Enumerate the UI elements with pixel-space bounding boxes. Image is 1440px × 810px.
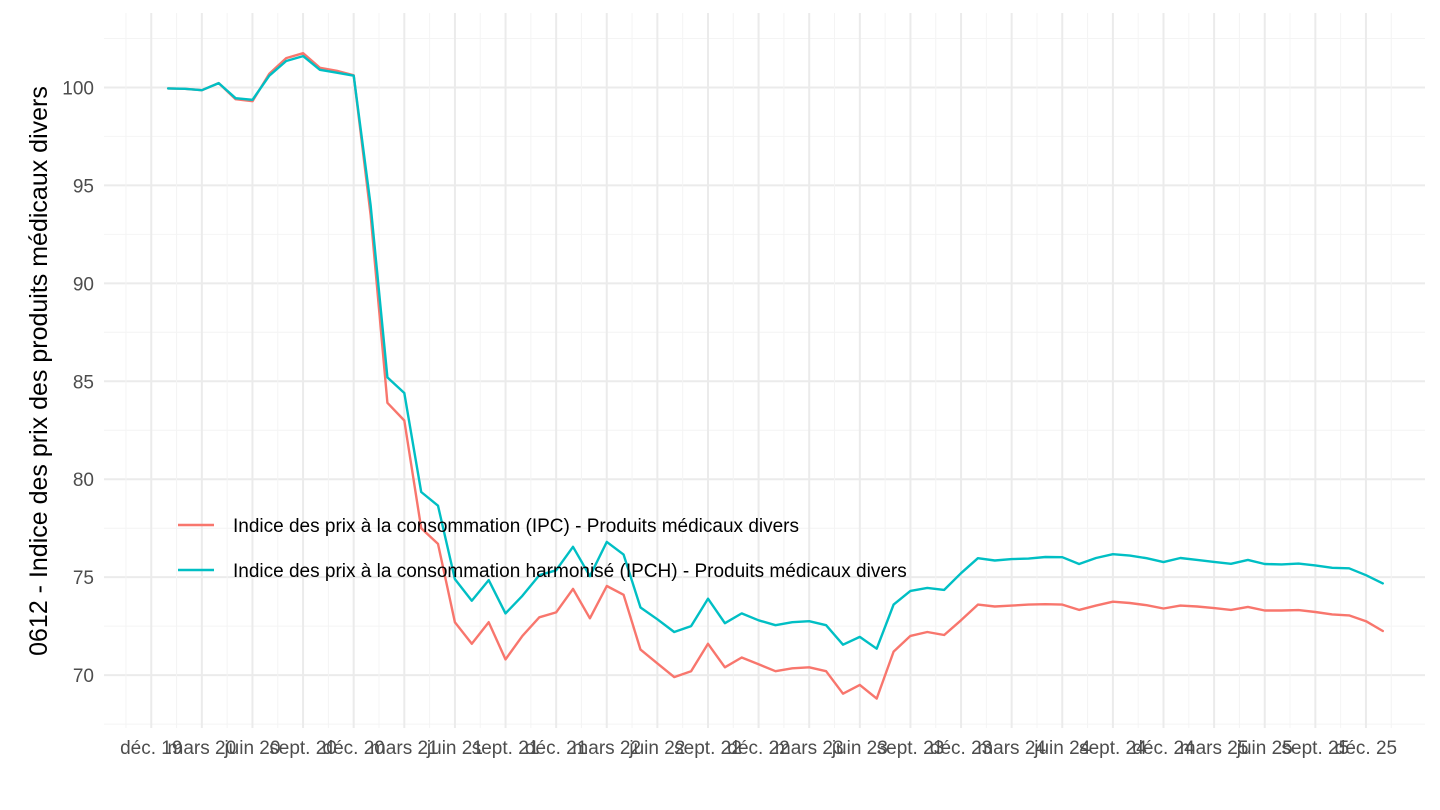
y-tick-label: 90 <box>73 274 94 295</box>
x-tick-label: déc. 25 <box>1335 738 1397 759</box>
x-tick-label: déc. 23 <box>930 738 992 759</box>
x-tick-label: déc. 22 <box>727 738 789 759</box>
series-line-1 <box>166 52 1385 700</box>
grid <box>104 13 1425 728</box>
x-tick-label: déc. 21 <box>525 738 587 759</box>
x-tick-label: sept. 23 <box>877 738 945 759</box>
x-tick-label: juin 22 <box>628 738 685 759</box>
x-tick-label: juin 23 <box>831 738 888 759</box>
y-tick-label: 100 <box>62 78 94 99</box>
y-tick-label: 80 <box>73 470 94 491</box>
y-tick-label: 85 <box>73 372 94 393</box>
x-tick-label: sept. 20 <box>269 738 337 759</box>
x-tick-label: juin 21 <box>426 738 483 759</box>
legend-label-2: Indice des prix à la consommation harmon… <box>233 561 907 582</box>
x-tick-label: sept. 25 <box>1282 738 1350 759</box>
x-tick-label: sept. 24 <box>1079 738 1147 759</box>
x-tick-label: sept. 21 <box>472 738 540 759</box>
x-tick-label: déc. 19 <box>120 738 182 759</box>
x-tick-label: mars 25 <box>1180 738 1249 759</box>
x-tick-label: mars 21 <box>370 738 439 759</box>
y-axis-ticks: 70 75 80 85 90 95 100 <box>62 78 94 687</box>
x-tick-label: mars 23 <box>775 738 844 759</box>
y-tick-label: 95 <box>73 176 94 197</box>
legend-label-1: Indice des prix à la consommation (IPC) … <box>233 516 799 537</box>
x-tick-label: déc. 24 <box>1132 738 1195 759</box>
y-axis-title: 0612 - Indice des prix des produits médi… <box>25 86 53 656</box>
y-tick-label: 70 <box>73 666 94 687</box>
series-lines <box>166 52 1385 700</box>
x-tick-label: juin 24 <box>1033 738 1090 759</box>
x-tick-label: mars 24 <box>977 738 1046 759</box>
x-tick-label: mars 20 <box>168 738 237 759</box>
x-tick-label: sept. 22 <box>674 738 742 759</box>
x-tick-label: déc. 20 <box>323 738 385 759</box>
x-tick-label: juin 25 <box>1236 738 1293 759</box>
y-tick-label: 75 <box>73 568 94 589</box>
series-line-2 <box>166 54 1385 650</box>
legend: Indice des prix à la consommation (IPC) … <box>178 516 907 582</box>
x-tick-label: mars 22 <box>572 738 641 759</box>
x-tick-label: juin 20 <box>223 738 280 759</box>
